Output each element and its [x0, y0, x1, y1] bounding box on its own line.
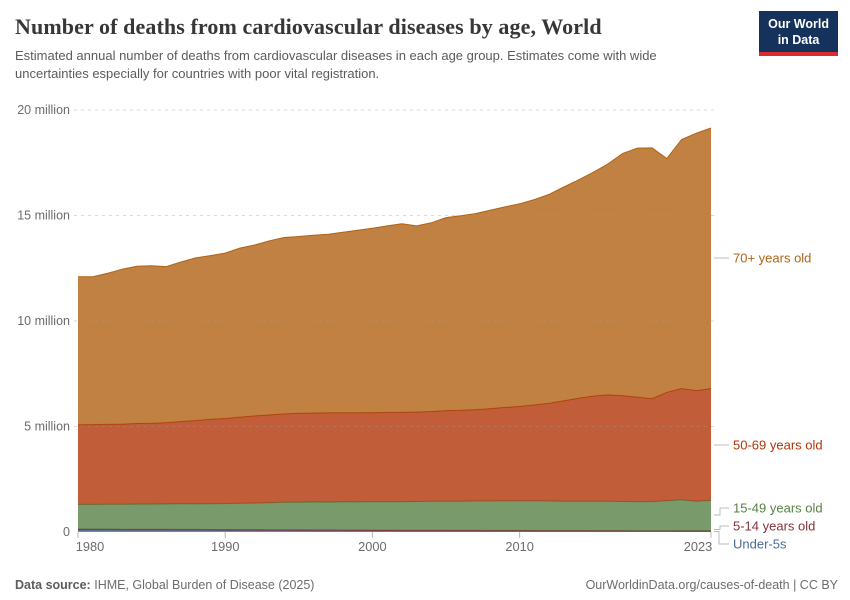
x-axis-label-2000: 2000: [358, 539, 386, 554]
area-70-plus[interactable]: [78, 128, 711, 425]
legend-connector-under-5s: [714, 531, 729, 545]
data-source-label: Data source:: [15, 578, 91, 592]
y-axis-label-10: 10 million: [17, 314, 70, 328]
data-source: Data source: IHME, Global Burden of Dise…: [15, 578, 314, 592]
legend-connector-5-14: [714, 525, 729, 530]
chart-title: Number of deaths from cardiovascular dis…: [15, 14, 602, 39]
legend-label-under-5s[interactable]: Under-5s: [733, 537, 787, 552]
x-axis-label-2010: 2010: [505, 539, 533, 554]
data-source-value: IHME, Global Burden of Disease (2025): [94, 578, 315, 592]
x-axis-label-2023: 2023: [684, 539, 712, 554]
owid-logo-line2: in Data: [777, 32, 820, 47]
legend-label-5-14[interactable]: 5-14 years old: [733, 519, 815, 534]
y-axis-label-20: 20 million: [17, 103, 70, 117]
legend-label-15-49[interactable]: 15-49 years old: [733, 501, 823, 516]
footer-link[interactable]: OurWorldinData.org/causes-of-death | CC …: [585, 578, 838, 592]
chart-header: Number of deaths from cardiovascular dis…: [15, 14, 755, 84]
legend-label-50-69[interactable]: 50-69 years old: [733, 438, 823, 453]
y-axis-label-15: 15 million: [17, 209, 70, 223]
area-topline-70-plus: [78, 127, 712, 278]
legend-connector-15-49: [714, 507, 729, 516]
area-15-49[interactable]: [78, 499, 711, 531]
owid-logo-line1: Our World: [768, 17, 829, 31]
owid-logo[interactable]: Our World in Data: [759, 11, 838, 57]
x-axis-label-1980: 1980: [76, 539, 104, 554]
legend-label-70-plus[interactable]: 70+ years old: [733, 251, 811, 266]
x-axis-label-1990: 1990: [211, 539, 239, 554]
y-axis-label-5: 5 million: [24, 420, 70, 434]
y-axis-label-0: 0: [63, 525, 70, 539]
chart-subtitle: Estimated annual number of deaths from c…: [15, 48, 657, 82]
